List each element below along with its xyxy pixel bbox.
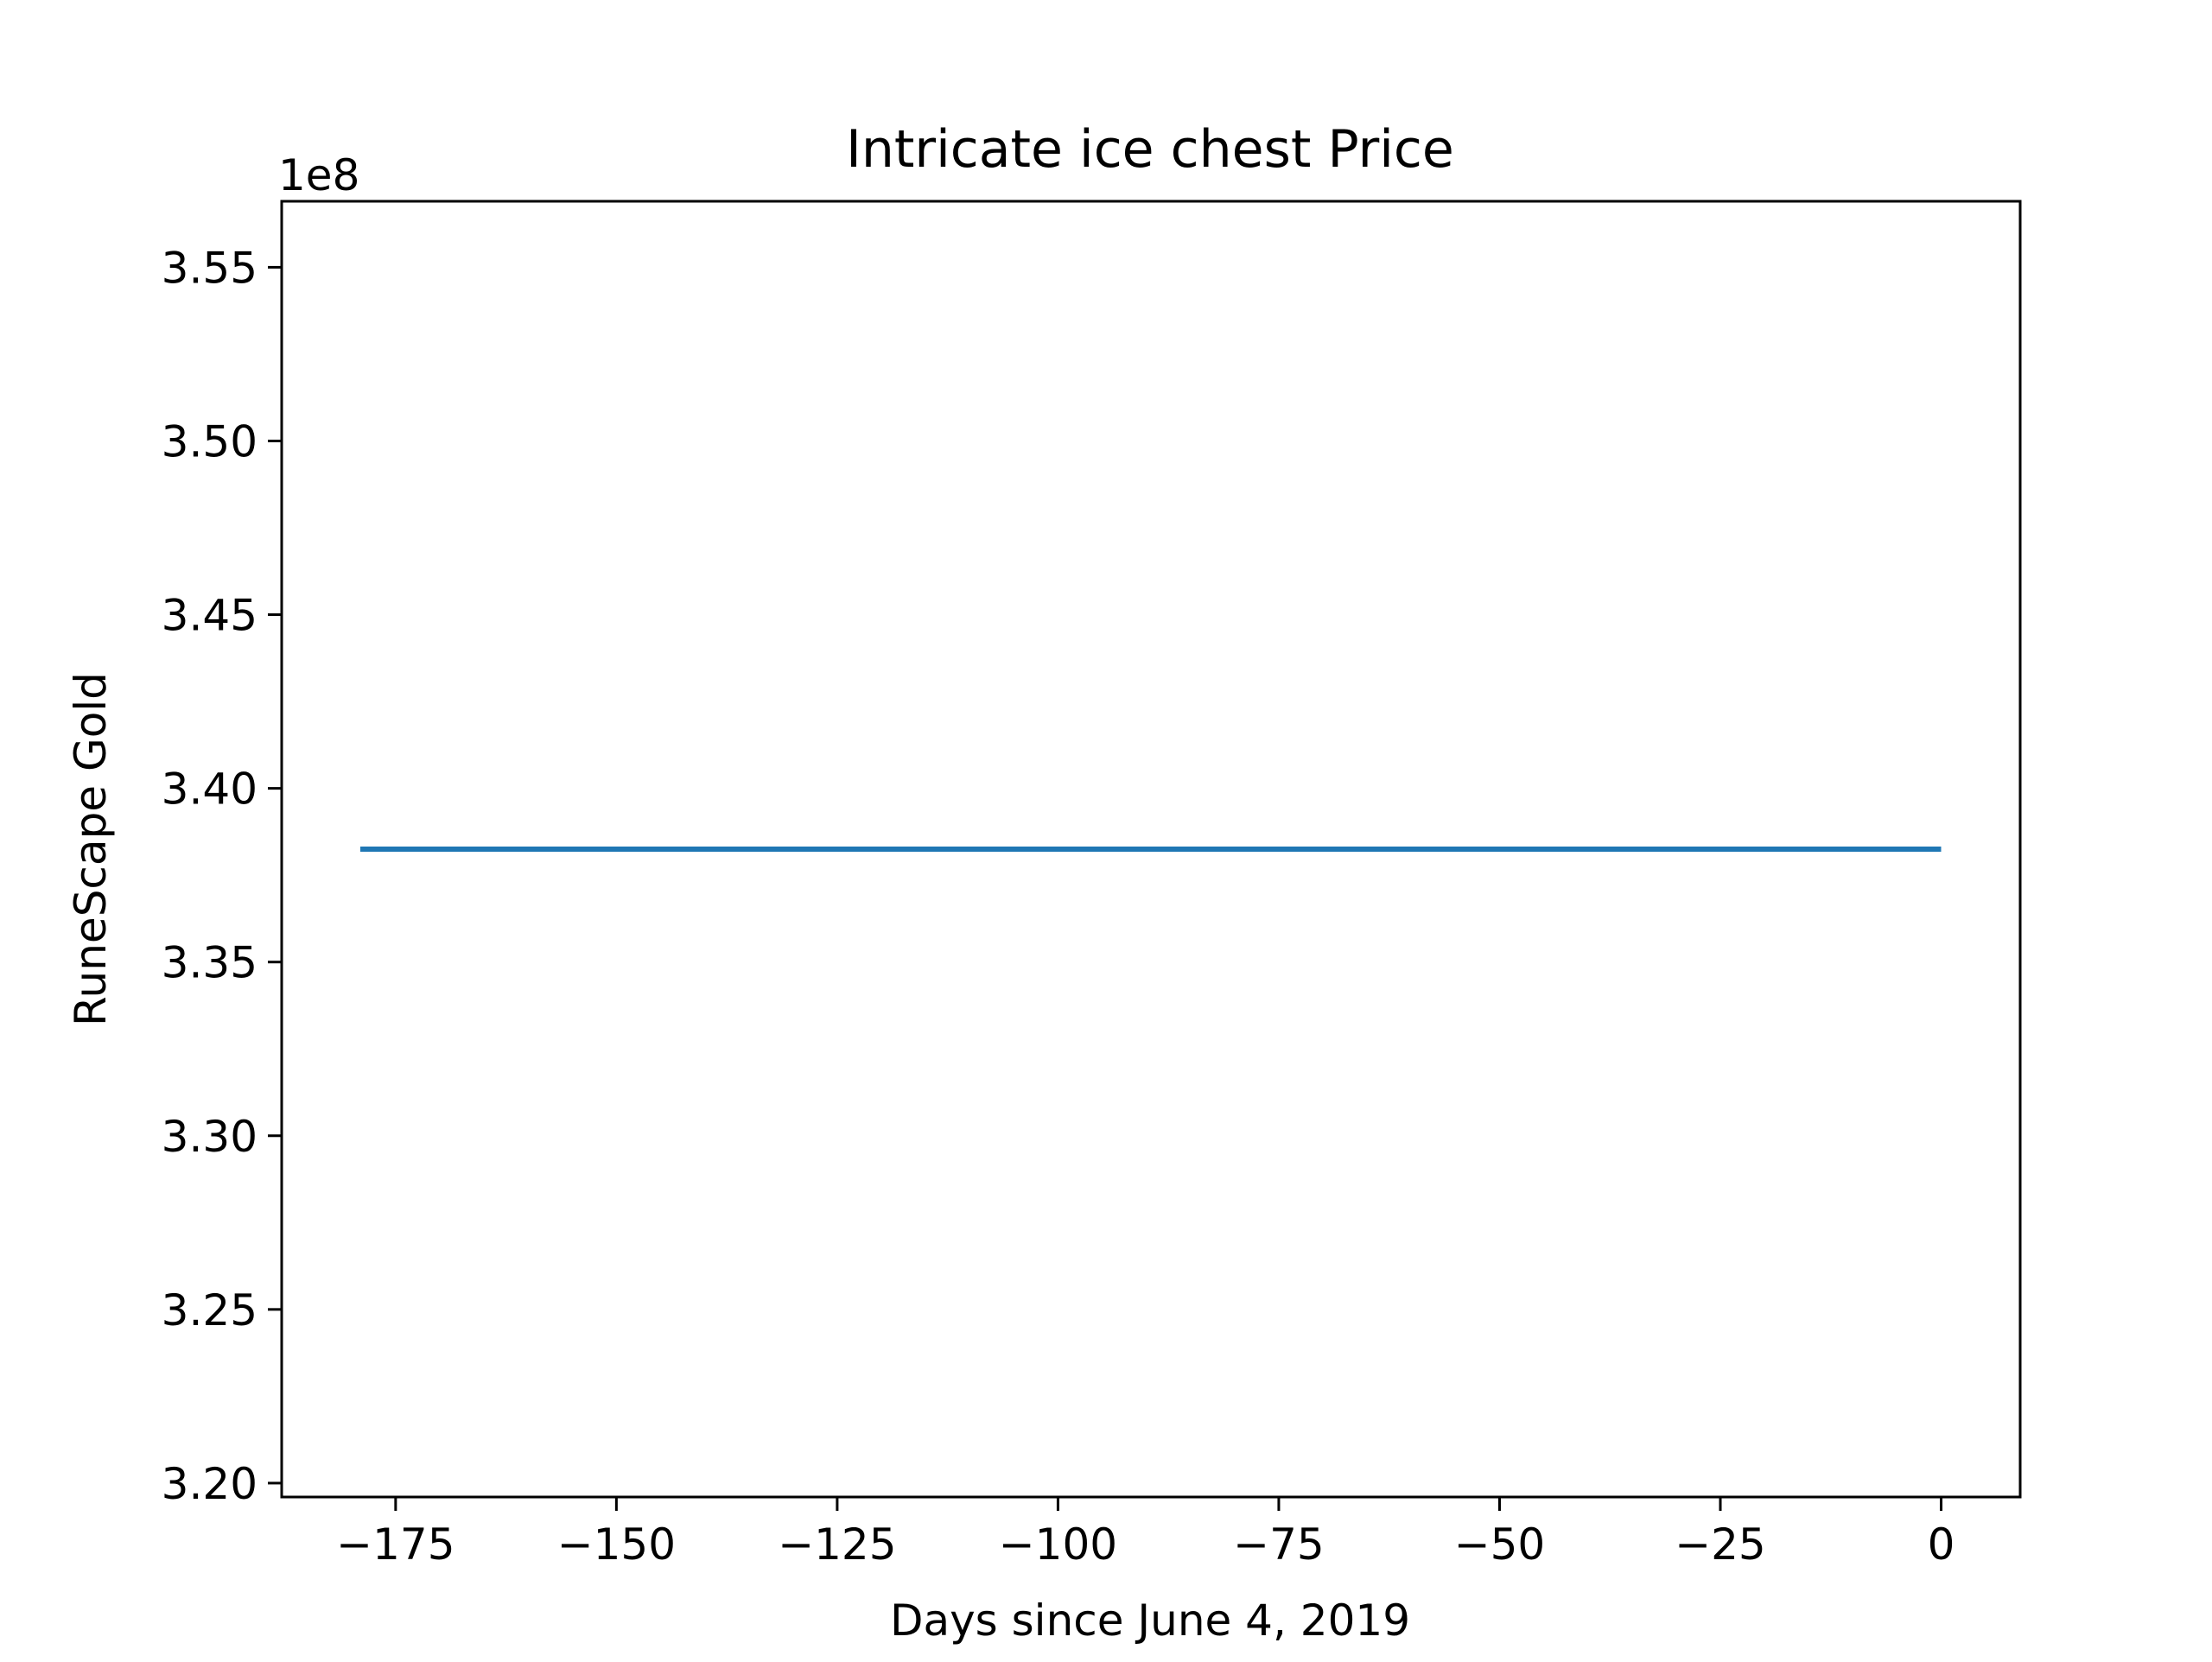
y-tick-label: 3.55 xyxy=(162,243,257,293)
y-tick-label: 3.50 xyxy=(162,416,257,466)
x-tick-label: −50 xyxy=(1454,1519,1546,1570)
y-tick-label: 3.20 xyxy=(162,1459,257,1509)
x-axis-ticks: −175 −150 −125 −100 −75 −50 −25 0 xyxy=(336,1497,1955,1570)
y-axis-ticks: 3.20 3.25 3.30 3.35 3.40 3.45 3.50 3.55 xyxy=(162,243,282,1509)
x-tick-label: −100 xyxy=(999,1519,1117,1570)
plot-frame xyxy=(280,200,2022,1499)
y-axis-label: RuneScape Gold xyxy=(66,672,116,1026)
y-offset-label: 1e8 xyxy=(278,150,359,200)
x-tick-label: 0 xyxy=(1928,1519,1955,1570)
chart-title: Intricate ice chest Price xyxy=(846,119,1454,180)
x-tick-label: −175 xyxy=(336,1519,454,1570)
y-tick-label: 3.30 xyxy=(162,1112,257,1162)
y-tick-label: 3.25 xyxy=(162,1285,257,1335)
x-axis-label: Days since June 4, 2019 xyxy=(890,1595,1410,1646)
x-tick-label: −25 xyxy=(1675,1519,1766,1570)
x-tick-label: −150 xyxy=(557,1519,676,1570)
y-tick-label: 3.45 xyxy=(162,591,257,641)
y-tick-label: 3.35 xyxy=(162,938,257,988)
x-tick-label: −75 xyxy=(1233,1519,1325,1570)
y-tick-label: 3.40 xyxy=(162,764,257,815)
x-tick-label: −125 xyxy=(778,1519,896,1570)
